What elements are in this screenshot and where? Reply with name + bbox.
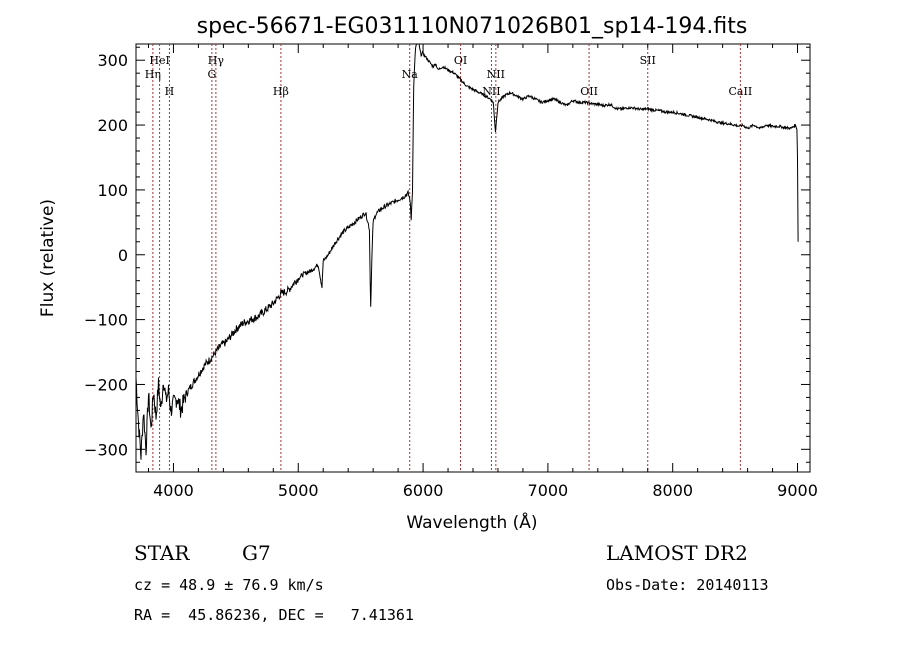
x-tick-label: 6000 [403, 481, 444, 500]
x-tick-label: 5000 [278, 481, 319, 500]
y-axis-label: Flux (relative) [38, 199, 58, 317]
spectral-line-label: OII [580, 85, 598, 98]
spectral-line-label: H [165, 85, 175, 98]
x-tick-label: 4000 [153, 481, 194, 500]
spectral-line-label: Hβ [273, 85, 289, 98]
spectral-line-label: Hγ [208, 54, 225, 67]
x-tick-label: 9000 [777, 481, 818, 500]
obs-date-text: Obs-Date: 20140113 [606, 576, 769, 594]
y-tick-label: 100 [97, 181, 128, 200]
redshift-text: cz = 48.9 ± 76.9 km/s [134, 576, 324, 594]
survey-name: LAMOST DR2 [606, 541, 748, 565]
x-axis-label: Wavelength (Å) [406, 511, 537, 533]
spectral-line-label: Na [402, 68, 419, 81]
y-tick-label: 300 [97, 51, 128, 70]
y-tick-label: 0 [118, 246, 128, 265]
y-axis-ticks: −300 −200 −100 0 100 200 300 [84, 46, 810, 463]
spectrum-line [135, 43, 799, 460]
spectral-line-label: CaII [729, 85, 753, 98]
x-axis-ticks: 4000 5000 6000 7000 8000 9000 [147, 44, 818, 500]
object-type: STAR [134, 541, 190, 565]
coords-text: RA = 45.86236, DEC = 7.41361 [134, 606, 414, 624]
x-tick-label: 8000 [652, 481, 693, 500]
spectral-line-label: G [207, 68, 216, 81]
spectral-line-label: NII [487, 68, 505, 81]
spectral-line-label: OI [454, 54, 467, 67]
y-tick-label: −200 [84, 375, 128, 394]
x-tick-label: 7000 [528, 481, 569, 500]
spectral-line-label: Hη [145, 68, 161, 81]
chart-title: spec-56671-EG031110N071026B01_sp14-194.f… [197, 14, 748, 39]
subclass: G7 [242, 541, 271, 565]
plot-frame [135, 43, 811, 473]
y-tick-label: −300 [84, 440, 128, 459]
y-tick-label: 200 [97, 116, 128, 135]
spectral-line-label: HeI [149, 54, 169, 67]
y-tick-label: −100 [84, 311, 128, 330]
spectral-line-label: SII [640, 54, 656, 67]
spectral-line-markers [152, 44, 741, 472]
